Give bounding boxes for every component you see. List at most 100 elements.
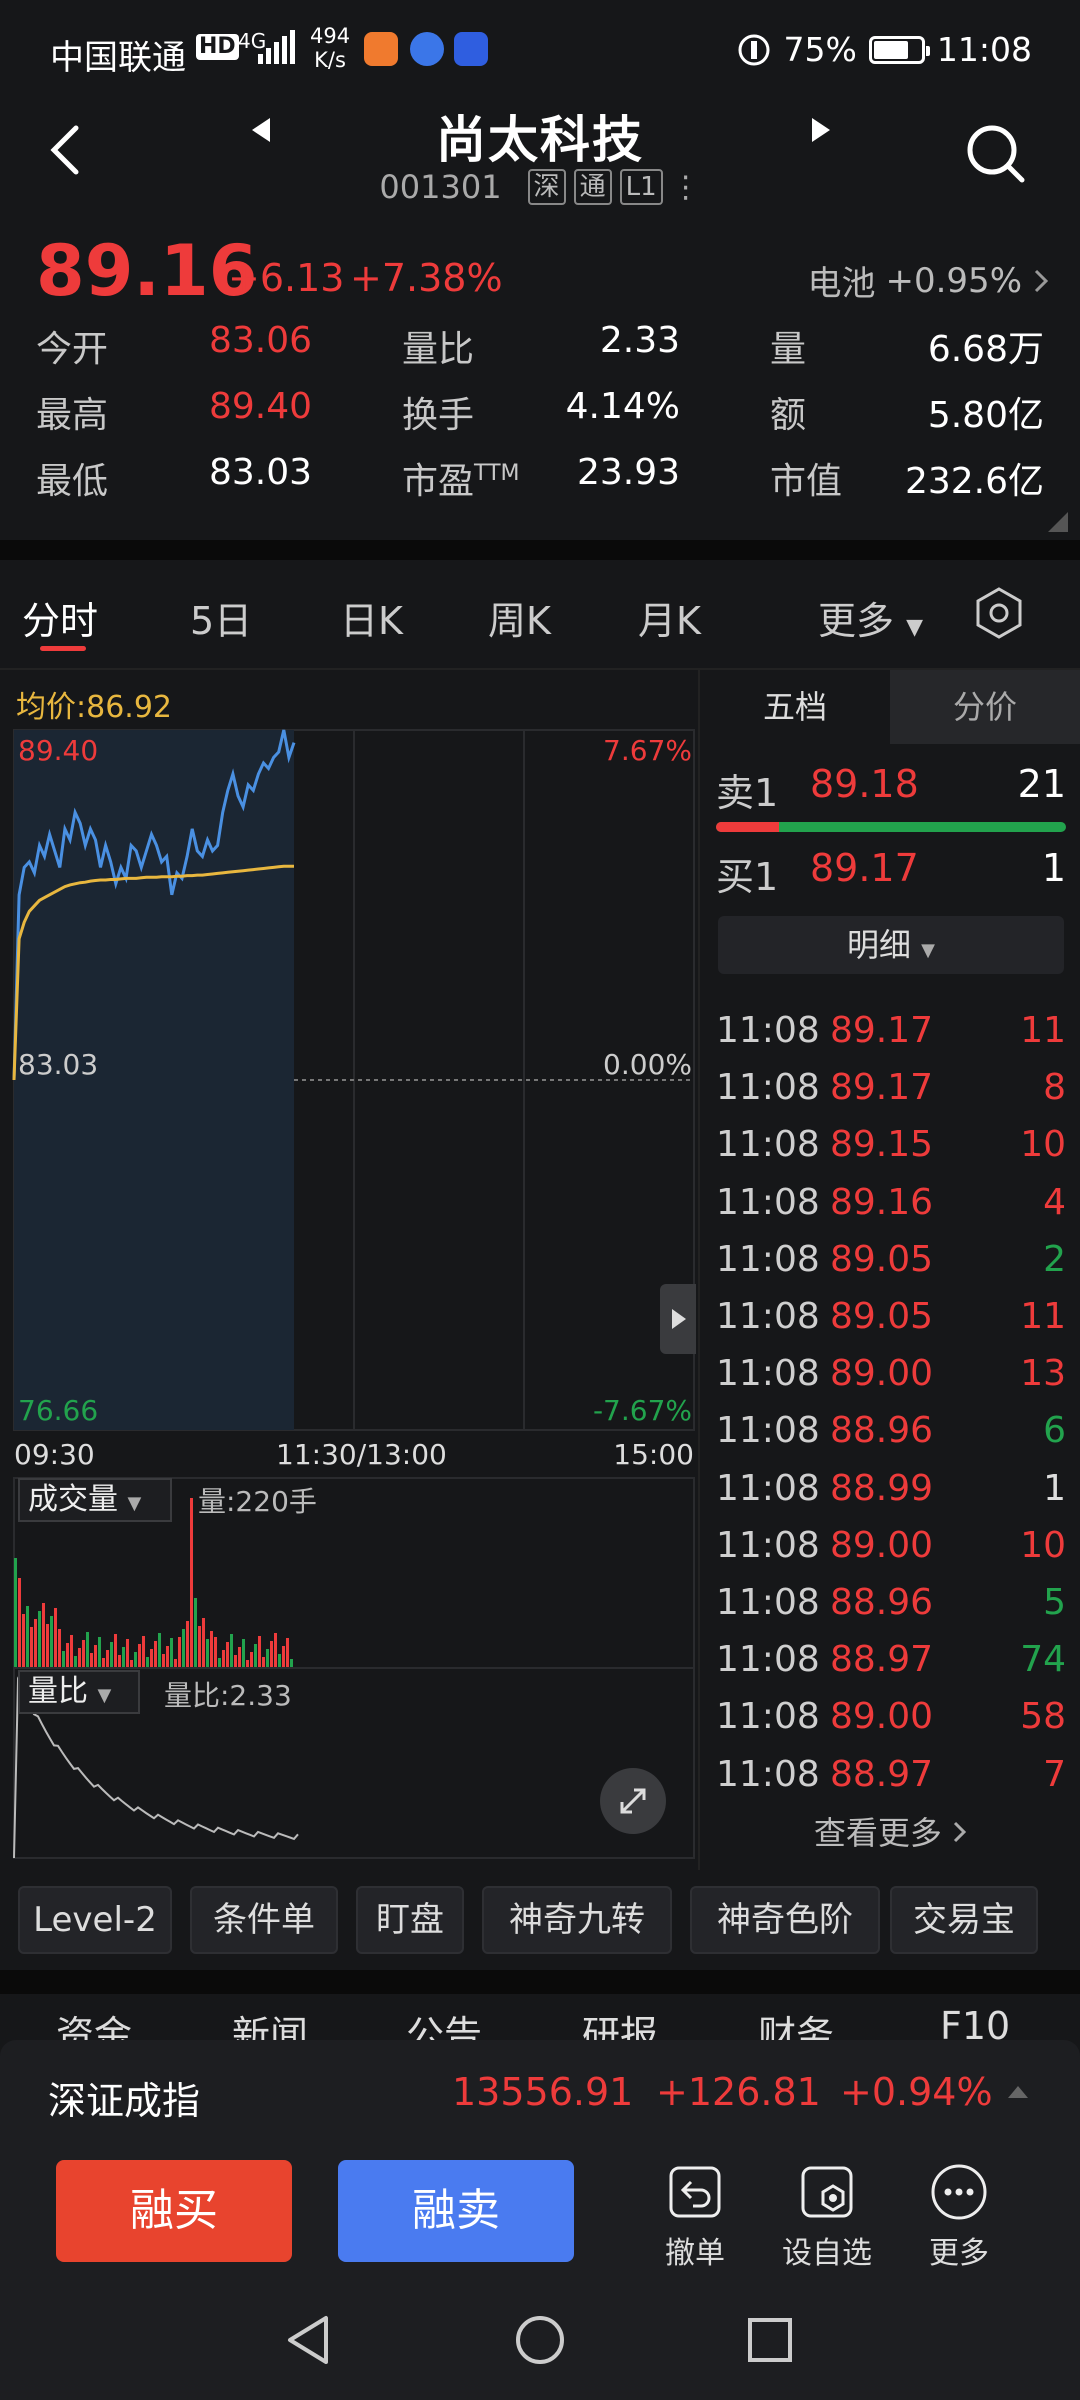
nav-back-icon[interactable] [282,2312,338,2368]
tick-volume: 58 [1020,1696,1066,1738]
volume-bar [42,1603,45,1668]
tab-more[interactable]: 更多 ▼ [818,590,923,645]
tab-monthly-k[interactable]: 月K [638,599,701,643]
chip-watch[interactable]: 盯盘 [356,1886,464,1954]
chip-level2[interactable]: Level-2 [18,1886,172,1954]
chip-magic-nine[interactable]: 神奇九转 [482,1886,672,1954]
more-dots-icon[interactable]: ⋮ [670,169,701,205]
tick-price: 89.05 [830,1238,934,1280]
stat-label: 市值 [770,461,843,502]
fullscreen-button[interactable] [600,1768,666,1834]
volume-bar [14,1558,17,1668]
volume-bar [234,1655,237,1668]
ask-level-1[interactable]: 卖1 89.18 21 [716,762,1066,822]
detail-select[interactable]: 明细 ▼ [718,916,1064,974]
chip-conditional-order[interactable]: 条件单 [190,1886,338,1954]
tab-daily-k[interactable]: 日K [340,599,403,643]
volume-bar [26,1606,29,1668]
signal-icon [258,30,295,64]
chip-magic-color[interactable]: 神奇色阶 [690,1886,880,1954]
tick-time: 11:08 [716,1124,820,1166]
search-icon[interactable] [964,122,1028,186]
net-speed-unit: K/s [314,48,346,72]
next-stock-icon[interactable] [806,110,836,150]
volume-bar [118,1655,121,1668]
sector-link[interactable]: 电池 +0.95% [808,256,1051,305]
stats-row: 最低 83.03 市盈TTM 23.93 市值 232.6亿 [0,452,1080,512]
tab-more-label: 更多 [818,599,895,643]
x-axis-label: 09:30 [14,1438,95,1471]
volume-bar [54,1608,57,1668]
volume-bar [146,1657,149,1668]
expand-up-icon[interactable] [1008,2086,1028,2098]
more-dots-icon [931,2164,987,2220]
stat-label: 量比 [402,329,475,370]
panel-toggle-button[interactable] [660,1284,696,1354]
cancel-order-button[interactable]: 撤单 [640,2162,750,2272]
tick-row: 11:08 89.17 8 [716,1067,1066,1124]
back-arrow-icon[interactable] [42,120,92,180]
add-watchlist-label: 设自选 [782,2236,872,2271]
volume-bar [158,1633,161,1668]
add-watchlist-button[interactable]: 设自选 [772,2162,882,2272]
stat-label: 最高 [36,395,109,436]
volume-bar [134,1652,137,1668]
caret-down-icon: ▼ [127,1493,142,1514]
tab-intraday[interactable]: 分时 [22,599,99,643]
volume-bar [34,1619,37,1668]
volume-indicator-select[interactable]: 成交量 ▼ [18,1478,172,1522]
index-value: 13556.91 [452,2070,634,2114]
stat-value: 23.93 [576,452,680,493]
index-change: +126.81 [656,2070,821,2114]
bid-qty: 1 [1041,846,1066,890]
ratio-indicator-select[interactable]: 量比 ▼ [18,1670,140,1714]
tick-time: 11:08 [716,1410,820,1452]
price-change-pct: +7.38% [350,256,503,300]
bid-level-1[interactable]: 买1 89.17 1 [716,846,1066,906]
nav-recents-icon[interactable] [742,2312,798,2368]
more-button[interactable]: 更多 [904,2162,1014,2272]
tab-weekly-k[interactable]: 周K [488,599,551,643]
tab-five-levels[interactable]: 五档 [762,688,827,726]
chart-canvas [12,729,695,1859]
tab-price-distribution[interactable]: 分价 [890,670,1080,744]
nav-home-icon[interactable] [512,2312,568,2368]
y-axis-top: 89.40 [18,734,99,767]
volume-bar [98,1637,101,1668]
stock-name: 尚太科技 [436,111,644,169]
ratio-value: 量比:2.33 [164,1679,292,1712]
intraday-chart[interactable]: 均价:86.92 89.40 83.03 76.66 7.67% 0.00% -… [0,670,698,1870]
ask-price: 89.18 [810,762,919,806]
volume-bar [62,1651,65,1668]
ask-qty: 21 [1017,762,1066,806]
settings-hexagon-icon[interactable] [972,586,1026,640]
index-ticker[interactable]: 深证成指 13556.91 +126.81 +0.94% [0,2040,1080,2144]
level-tag: L1 [619,169,663,205]
see-more-link[interactable]: 查看更多 [700,1808,1080,1854]
volume-bar [250,1652,253,1668]
chip-trade-treasure[interactable]: 交易宝 [890,1886,1038,1954]
tick-volume: 2 [1043,1238,1066,1280]
tab-underline [40,646,86,651]
bid-label: 买1 [716,855,779,899]
detail-label: 明细 [846,926,911,964]
margin-buy-button[interactable]: 融买 [56,2160,292,2262]
stat-label: 额 [770,395,807,436]
stat-label: 换手 [402,395,475,436]
tick-row: 11:08 89.00 58 [716,1696,1066,1753]
tab-5day[interactable]: 5日 [190,599,253,643]
expand-corner-icon[interactable] [1048,512,1068,532]
volume-bar [262,1657,265,1668]
tick-row: 11:08 89.00 13 [716,1353,1066,1410]
tick-time: 11:08 [716,1467,820,1509]
tick-price: 88.97 [830,1639,934,1681]
margin-sell-button[interactable]: 融卖 [338,2160,574,2262]
stat-label-sup: TTM [474,461,520,486]
tick-time: 11:08 [716,1010,820,1051]
cancel-order-label: 撤单 [665,2236,725,2271]
prev-stock-icon[interactable] [246,110,276,150]
status-right: 75% 11:08 [736,30,1032,69]
tick-price: 88.96 [830,1410,934,1452]
play-right-icon [672,1309,686,1329]
